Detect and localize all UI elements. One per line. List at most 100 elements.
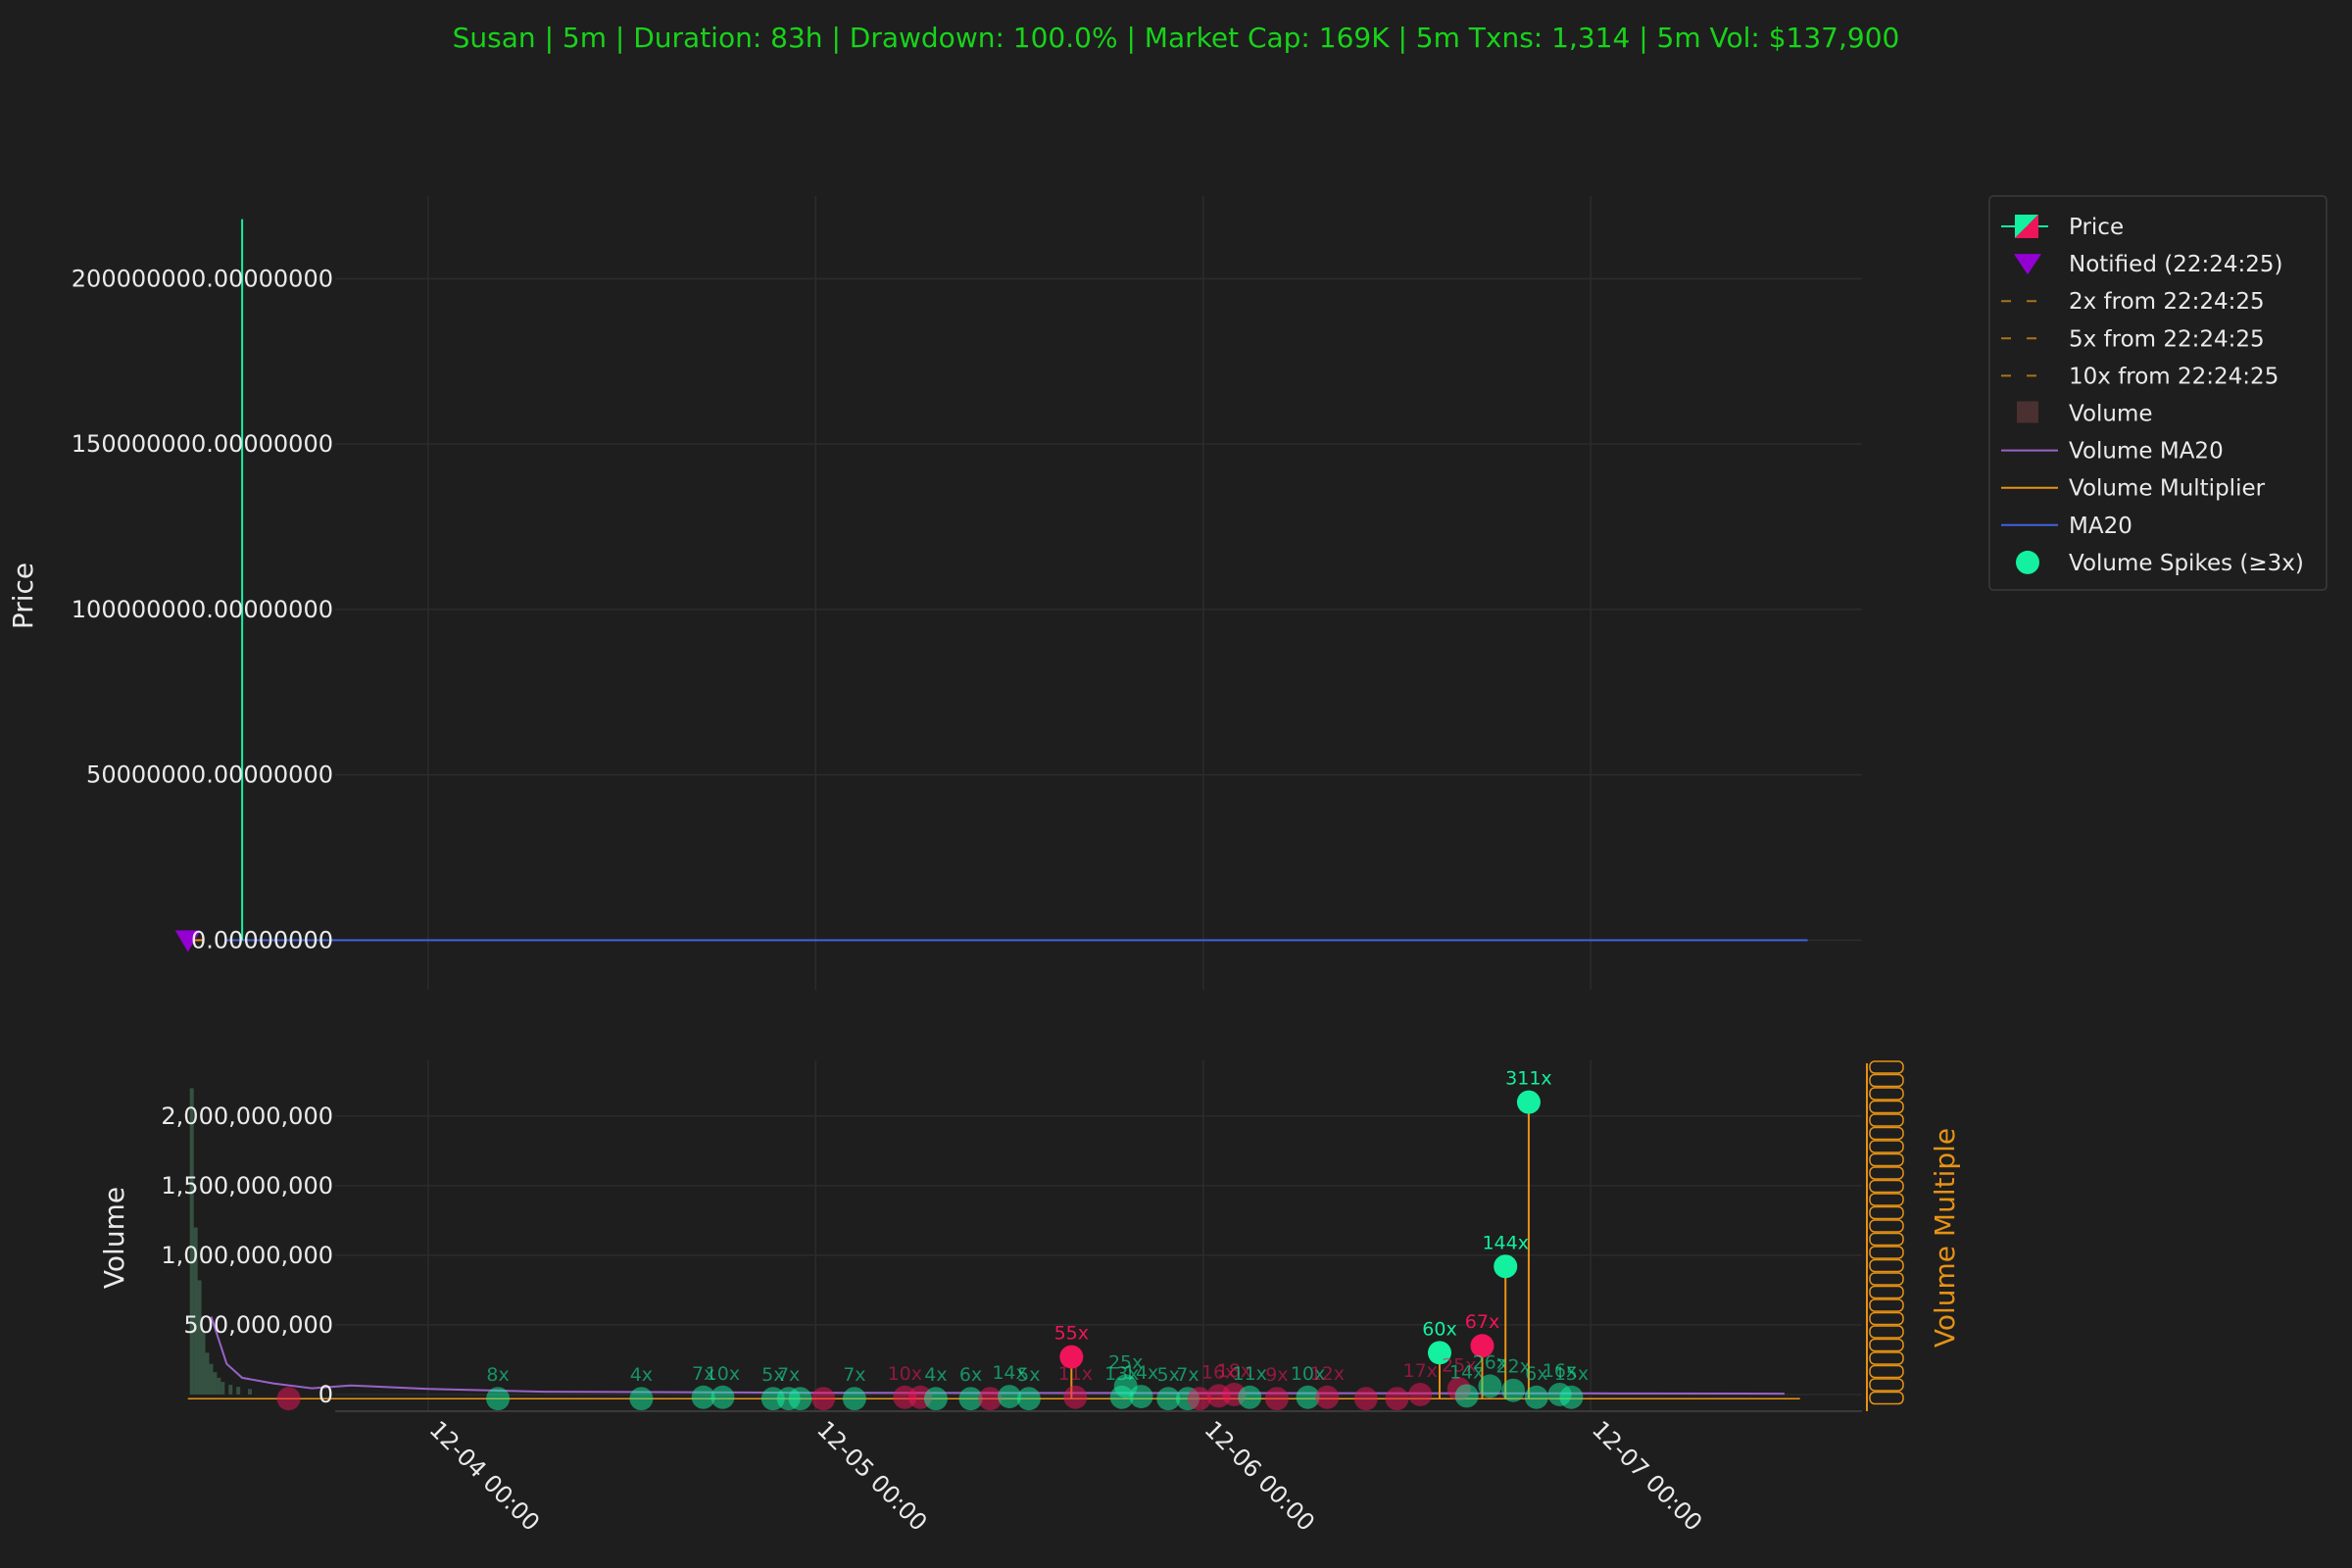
volume-multiple-tick-glyph bbox=[1869, 1073, 1904, 1088]
volume-spike-label: 55x bbox=[1054, 1323, 1089, 1345]
volume-spike-marker bbox=[842, 1387, 866, 1411]
volume-spike-marker bbox=[1238, 1385, 1262, 1409]
volume-spike-label: 13x bbox=[1104, 1363, 1139, 1385]
volume-multiple-tick-glyph bbox=[1869, 1193, 1904, 1206]
volume-spike-label: 4x bbox=[924, 1364, 947, 1386]
volume-multiple-tick-glyph bbox=[1869, 1258, 1904, 1273]
volume-gridlines bbox=[335, 1060, 1862, 1411]
volume-spike-label: 12x bbox=[1310, 1363, 1345, 1385]
legend-item: Volume MA20 bbox=[2001, 439, 2224, 465]
chart-title: Susan | 5m | Duration: 83h | Drawdown: 1… bbox=[452, 22, 1900, 54]
x-tick-label: 12-06 00:00 bbox=[1200, 1415, 1320, 1536]
volume-spike-label: 5x bbox=[1017, 1364, 1040, 1386]
volume-spike-label: 14x bbox=[1449, 1361, 1484, 1383]
volume-spike-label: 17x bbox=[1402, 1360, 1437, 1382]
volume-spike-marker bbox=[811, 1387, 836, 1411]
volume-multiple-tick-glyph bbox=[1869, 1351, 1904, 1365]
volume-spike-marker bbox=[1516, 1090, 1541, 1114]
volume-spike-marker bbox=[1016, 1387, 1041, 1411]
volume-spike-label: 10x bbox=[1291, 1363, 1325, 1385]
volume-tick-label: 1,500,000,000 bbox=[161, 1172, 333, 1200]
legend-label: 5x from 22:24:25 bbox=[2069, 326, 2265, 352]
volume-tick-label: 0 bbox=[318, 1381, 333, 1408]
price-tick-label: 100000000.00000000 bbox=[72, 596, 333, 623]
volume-spike-marker bbox=[978, 1387, 1003, 1411]
volume-spike-marker bbox=[1559, 1385, 1584, 1409]
legend-item: Volume Spikes (≥3x) bbox=[2016, 550, 2304, 576]
legend-item: Price bbox=[2001, 215, 2124, 240]
legend-item: MA20 bbox=[2001, 514, 2132, 539]
volume-spike-label: 16x bbox=[1201, 1361, 1236, 1383]
volume-spike-label: 25x bbox=[1108, 1351, 1143, 1373]
price-tick-label: 0.00000000 bbox=[191, 926, 333, 954]
x-tick-label: 12-05 00:00 bbox=[811, 1415, 932, 1536]
volume-spike-marker bbox=[1353, 1387, 1378, 1411]
volume-bar bbox=[197, 1280, 202, 1395]
volume-spike-marker bbox=[710, 1385, 735, 1409]
volume-x-axis: 12-04 00:00 12-05 00:00 12-06 00:00 12-07 0… bbox=[335, 1410, 1862, 1537]
volume-multiple-tick-glyph bbox=[1869, 1166, 1904, 1180]
volume-spike-label: 6x bbox=[1525, 1363, 1547, 1385]
legend-label: Volume Spikes (≥3x) bbox=[2069, 551, 2304, 576]
volume-bar bbox=[201, 1332, 206, 1395]
volume-spike-marker bbox=[1470, 1334, 1494, 1358]
volume-spike-label: 5x bbox=[761, 1364, 784, 1386]
price-y-axis-title: Price bbox=[7, 563, 39, 629]
volume-spike-label: 11x bbox=[1058, 1363, 1093, 1385]
volume-bar bbox=[236, 1387, 241, 1395]
legend-frame bbox=[1988, 195, 2328, 591]
volume-multiple-tick-glyph bbox=[1869, 1232, 1904, 1247]
price-gridlines bbox=[335, 196, 1862, 990]
volume-multiple-tick-glyph bbox=[1869, 1338, 1904, 1352]
volume-spike-label: 9x bbox=[1265, 1364, 1288, 1386]
volume-spike-label: 7x bbox=[1176, 1364, 1199, 1386]
volume-multiple-tick-glyph bbox=[1869, 1246, 1904, 1259]
volume-spike-marker bbox=[629, 1387, 654, 1411]
volume-multiple-tick-glyph bbox=[1869, 1364, 1904, 1379]
legend-label: 2x from 22:24:25 bbox=[2069, 289, 2265, 315]
volume-spike-label: 6x bbox=[959, 1364, 982, 1386]
legend-label: Price bbox=[2069, 215, 2124, 240]
volume-spike-marker bbox=[1427, 1341, 1451, 1365]
volume-bar bbox=[193, 1227, 198, 1395]
volume-spike-marker bbox=[1501, 1378, 1526, 1402]
x-tick-label: 12-04 00:00 bbox=[424, 1415, 545, 1536]
volume-multiple-tick-glyph bbox=[1869, 1378, 1904, 1392]
volume-bar bbox=[205, 1352, 210, 1395]
volume-multiple-tick-glyph bbox=[1869, 1272, 1904, 1286]
volume-bar bbox=[220, 1382, 225, 1395]
legend: Price Notified (22:24:25) 2x from 22:24:25… bbox=[1988, 195, 2328, 591]
volume-spike-label: 7x bbox=[692, 1363, 714, 1385]
volume-y-axis: 0 500,000,000 1,000,000,000 1,500,000,000 2,… bbox=[161, 1102, 333, 1408]
volume-spike-marker bbox=[788, 1387, 812, 1411]
volume-spike-label: 14x bbox=[1124, 1362, 1158, 1384]
volume-multiple-tick-glyph bbox=[1869, 1311, 1904, 1326]
volume-spike-label: 7x bbox=[777, 1364, 800, 1386]
volume-tick-label: 500,000,000 bbox=[183, 1311, 333, 1339]
legend-item: Notified (22:24:25) bbox=[2014, 252, 2282, 277]
volume-bar bbox=[217, 1377, 221, 1395]
legend-item: 5x from 22:24:25 bbox=[2001, 326, 2265, 352]
legend-label: Volume Multiplier bbox=[2069, 476, 2266, 502]
volume-spike-label: 311x bbox=[1505, 1068, 1552, 1090]
price-plot bbox=[174, 219, 1808, 953]
volume-spike-marker bbox=[1296, 1385, 1320, 1409]
volume-multiple-tick-glyph bbox=[1869, 1140, 1904, 1153]
volume-spike-label: 14x bbox=[992, 1362, 1026, 1384]
volume-spike-label: 11x bbox=[1233, 1363, 1267, 1385]
volume-spike-marker bbox=[998, 1385, 1022, 1409]
volume-spike-label: 8x bbox=[486, 1364, 509, 1386]
volume-bar bbox=[213, 1372, 218, 1395]
legend-label: Volume MA20 bbox=[2069, 439, 2224, 465]
volume-spike-marker bbox=[1454, 1384, 1479, 1408]
volume-spike-marker bbox=[1187, 1387, 1211, 1411]
volume-multiple-axis bbox=[1866, 1060, 1904, 1411]
volume-multiple-tick-glyph bbox=[1869, 1179, 1904, 1194]
volume-tick-label: 2,000,000,000 bbox=[161, 1102, 333, 1130]
volume-y-axis-title: Volume bbox=[98, 1187, 130, 1289]
volume-multiple-tick-glyph bbox=[1869, 1325, 1904, 1339]
volume-spike-marker bbox=[1109, 1385, 1134, 1409]
volume-spike-label: 60x bbox=[1422, 1318, 1456, 1340]
volume-spike-marker bbox=[1408, 1382, 1433, 1406]
